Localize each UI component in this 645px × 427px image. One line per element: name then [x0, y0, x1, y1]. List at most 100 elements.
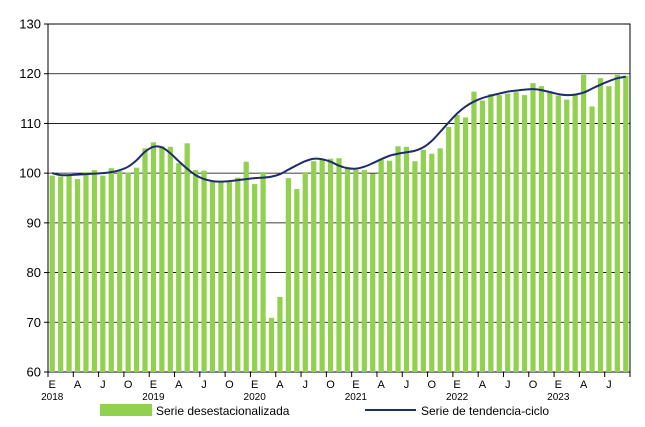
bar — [74, 179, 81, 372]
bar — [386, 160, 393, 372]
trend-line — [51, 75, 626, 183]
bar — [117, 171, 123, 372]
bar — [285, 178, 292, 372]
x-month-label: J — [303, 379, 309, 391]
bar — [597, 78, 604, 372]
legend-label-bars: Serie desestacionalizada — [156, 404, 290, 418]
bar — [555, 95, 561, 372]
bar — [344, 168, 351, 372]
bar — [302, 172, 308, 372]
bar — [167, 146, 173, 372]
bar — [403, 146, 410, 372]
bar — [606, 86, 612, 372]
bar — [49, 175, 55, 372]
x-month-label: O — [124, 379, 133, 391]
bar — [412, 161, 418, 372]
bar — [218, 181, 224, 372]
x-month-label: A — [276, 379, 284, 391]
bar — [252, 184, 258, 372]
x-year-label: 2022 — [446, 392, 469, 403]
legend: Serie desestacionalizada Serie de tenden… — [100, 404, 549, 418]
y-tick-label: 110 — [20, 116, 41, 131]
x-month-label: A — [175, 379, 183, 391]
bar — [589, 106, 595, 372]
bar — [370, 173, 376, 372]
bar — [361, 170, 367, 372]
line-series — [51, 75, 626, 183]
bar — [623, 75, 629, 372]
x-year-label: 2019 — [142, 392, 165, 403]
y-tick-label: 100 — [19, 166, 41, 181]
x-month-label: O — [529, 379, 538, 391]
bar — [614, 74, 620, 373]
x-month-label: J — [100, 379, 106, 391]
x-month-label: E — [251, 379, 258, 391]
bar — [58, 176, 64, 372]
bar — [353, 169, 359, 372]
bar — [462, 117, 469, 373]
bar — [192, 170, 199, 372]
bar — [176, 163, 182, 372]
x-axis: E A J O E A J O E A J O E A J O E A J O E A J 2018 2019 2020 2021 2… — [41, 372, 631, 403]
bar — [100, 175, 106, 372]
x-month-label: E — [150, 379, 157, 391]
x-month-label: J — [404, 379, 410, 391]
x-month-label: E — [453, 379, 460, 391]
x-month-label: E — [49, 379, 56, 391]
x-month-label: J — [201, 379, 207, 391]
bar — [420, 149, 426, 372]
bar — [235, 177, 241, 372]
bar — [437, 148, 443, 372]
bar — [243, 161, 249, 372]
x-month-label: J — [606, 379, 612, 391]
bar — [201, 170, 207, 372]
bar — [488, 94, 494, 372]
bar — [91, 170, 98, 372]
x-year-label: 2018 — [41, 392, 64, 403]
bar — [521, 95, 528, 372]
bar — [395, 146, 401, 372]
x-month-label: O — [225, 379, 234, 391]
bar — [277, 296, 283, 372]
bar — [260, 172, 266, 372]
bar — [530, 83, 536, 372]
bar — [319, 158, 325, 372]
bar — [378, 159, 384, 372]
bar — [159, 146, 165, 372]
y-tick-label: 130 — [19, 17, 41, 32]
x-year-label: 2021 — [345, 392, 368, 403]
bar — [471, 91, 477, 373]
x-month-label: O — [326, 379, 335, 391]
bar — [311, 161, 317, 372]
x-year-label: 2023 — [547, 392, 570, 403]
bar — [564, 99, 570, 372]
legend-label-line: Serie de tendencia-ciclo — [421, 404, 549, 418]
y-tick-label: 70 — [27, 315, 41, 330]
bar — [479, 100, 486, 372]
bar — [513, 92, 519, 373]
bar — [454, 114, 460, 372]
bar — [294, 189, 300, 372]
bar — [446, 126, 452, 372]
x-month-label: A — [479, 379, 487, 391]
y-axis: 60 70 80 90 100 110 120 130 — [19, 17, 48, 380]
bar-series — [49, 74, 629, 373]
bar — [133, 167, 140, 372]
bar — [66, 173, 72, 372]
bar — [226, 182, 232, 372]
y-tick-label: 60 — [27, 365, 41, 380]
bar — [268, 317, 275, 372]
y-tick-label: 80 — [27, 265, 41, 280]
x-month-label: J — [505, 379, 511, 391]
bar — [209, 181, 216, 372]
bar — [108, 168, 114, 372]
x-year-label: 2020 — [244, 392, 267, 403]
bar — [496, 95, 502, 372]
bar — [429, 153, 435, 372]
bar — [572, 93, 578, 372]
bar — [150, 142, 157, 372]
bar — [83, 172, 89, 372]
x-month-label: A — [74, 379, 82, 391]
bar — [327, 158, 334, 372]
